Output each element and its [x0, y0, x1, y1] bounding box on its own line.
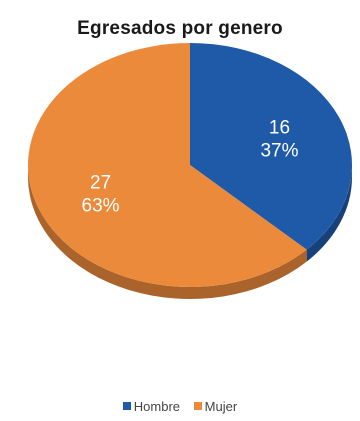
legend-item-mujer: Mujer: [193, 398, 238, 414]
pie-depth-mujer: [28, 165, 307, 300]
chart-title: Egresados por genero: [77, 18, 283, 39]
legend-label-hombre: Hombre: [133, 398, 181, 414]
slice-value-hombre: 16: [269, 117, 290, 138]
pie-slice-mujer: [28, 43, 307, 287]
pie-slice-hombre: [190, 43, 352, 250]
pie-slices: [28, 43, 352, 287]
legend: Hombre Mujer: [0, 398, 360, 414]
slice-value-mujer: 27: [90, 173, 111, 194]
legend-label-mujer: Mujer: [204, 398, 238, 414]
slice-percent-hombre: 37%: [260, 140, 298, 161]
slice-percent-mujer: 63%: [82, 196, 120, 217]
legend-swatch-hombre: [122, 402, 131, 410]
pie-depth-hombre: [306, 165, 352, 262]
legend-swatch-mujer: [193, 402, 202, 410]
pie-depth: [28, 165, 352, 300]
legend-item-hombre: Hombre: [122, 398, 181, 414]
